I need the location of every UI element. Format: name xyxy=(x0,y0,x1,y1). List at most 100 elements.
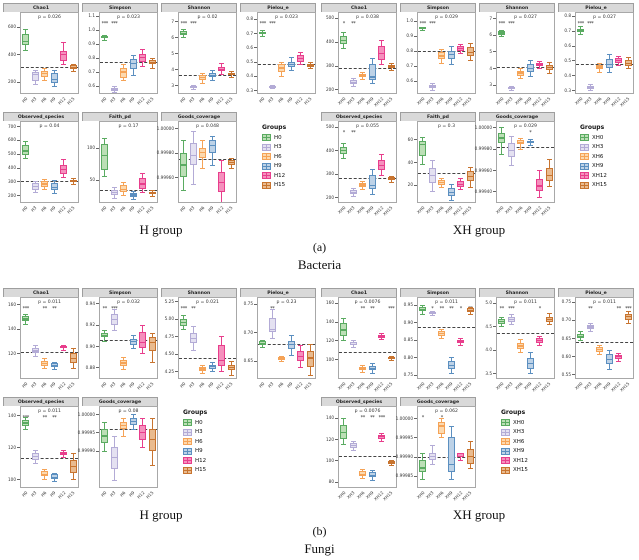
y-tick-mark xyxy=(335,481,338,483)
whisker-cap xyxy=(518,138,524,139)
median-line xyxy=(120,71,128,73)
y-tick-label: 5 xyxy=(489,48,492,54)
whisker-cap xyxy=(341,417,347,419)
plot-area: p = 0.055 * ** xyxy=(338,121,397,203)
whisker-cap xyxy=(606,368,612,370)
key-median xyxy=(502,441,509,442)
whisker-cap xyxy=(578,26,584,28)
p-value-label: p = 0.011 xyxy=(38,299,61,305)
boxplot-key-icon xyxy=(501,466,510,474)
whisker-cap xyxy=(307,68,313,69)
median-line xyxy=(457,455,465,458)
panel-chao1: Chao1 200 300 400 500 p = 0.038 * ** XH0 XH3 XH6 XH… xyxy=(321,3,397,109)
whisker-cap xyxy=(379,441,385,443)
whisker-cap xyxy=(439,178,445,179)
whisker-cap xyxy=(616,55,622,57)
legend-entry-h9: H9 xyxy=(262,162,286,170)
y-tick-mark xyxy=(96,71,99,73)
whisker-cap xyxy=(23,28,29,30)
median-line xyxy=(526,68,534,70)
legend-entry-xh12: XH12 xyxy=(580,172,607,179)
y-tick-mark xyxy=(335,197,338,199)
y-tick-mark xyxy=(96,450,99,452)
y-tick-label: 300 xyxy=(326,63,334,69)
panel-row-2: Observed_species 200 300 400 500 p = 0.055 * **… xyxy=(321,112,637,218)
p-value-label: p = 0.3 xyxy=(438,123,455,129)
significance-marker: *** xyxy=(498,21,506,27)
y-tick-mark xyxy=(17,126,20,128)
y-tick-mark xyxy=(493,349,496,351)
key-median xyxy=(502,431,509,433)
boxplot-key-icon xyxy=(183,438,192,445)
whisker-cap xyxy=(546,323,552,325)
median-line xyxy=(507,87,515,89)
panel-observed-species: Observed_species 80 100 120 140 p = 0.0076 ** *… xyxy=(321,397,397,503)
whisker-cap xyxy=(341,317,347,319)
panel-shannon: Shannon 3 4 5 6 7 p = 0.027 *** *** XH0 XH3 XH6 XH9 X… xyxy=(479,3,555,109)
significance-marker: *** xyxy=(269,21,276,27)
boxplot-key-icon xyxy=(580,134,589,141)
y-axis: 0.88 0.90 0.92 0.94 xyxy=(82,297,99,379)
box-xh9 xyxy=(368,64,376,80)
whisker-cap xyxy=(420,479,426,481)
whisker-cap xyxy=(537,345,543,347)
legend-entry-xh0: XH0 xyxy=(501,419,528,426)
panel-chao1: Chao1 100 120 140 160 p = 0.0076 ** ** *** XH0 XH3… xyxy=(321,288,397,394)
box-xh9 xyxy=(605,58,613,68)
panel-title: Observed_species xyxy=(321,112,397,121)
panel-title: Simpson xyxy=(400,288,476,297)
y-tick-mark xyxy=(175,128,178,130)
whisker-cap xyxy=(537,61,543,63)
legend-label: H6 xyxy=(195,438,203,445)
panel-goods-coverage: Goods_coverage 0.99990 0.99995 1.00000 p = 0… xyxy=(78,397,158,503)
panel-title: Goods_coverage xyxy=(161,112,237,121)
p-value-label: p = 0.011 xyxy=(514,299,537,305)
p-value-label: p = 0.011 xyxy=(38,408,61,414)
mean-dashed-line xyxy=(21,458,78,460)
whisker-cap xyxy=(388,69,394,71)
median-line xyxy=(287,63,295,66)
y-tick-mark xyxy=(572,45,575,47)
whisker-cap xyxy=(508,314,514,316)
box-xh9 xyxy=(368,174,376,190)
y-tick-label: 0.5 xyxy=(564,57,571,63)
y-tick-label: 0.6 xyxy=(406,78,413,84)
median-line xyxy=(419,144,427,146)
whisker-cap xyxy=(23,416,29,418)
y-tick-mark xyxy=(96,179,99,181)
whisker-cap xyxy=(508,323,514,325)
whisker-cap xyxy=(130,348,136,350)
median-line xyxy=(387,461,395,464)
panel-body: 200 400 600 p = 0.026 xyxy=(3,12,79,94)
significance-marker: ** xyxy=(42,306,48,312)
y-tick-mark xyxy=(17,304,20,306)
median-line xyxy=(428,85,436,87)
x-axis-labels: XH0 XH3 XH6 XH9 XH12 XH15 xyxy=(416,94,474,109)
y-tick-mark xyxy=(335,321,338,323)
y-tick-label: 0.9 xyxy=(88,41,95,47)
significance-marker: ** xyxy=(449,306,454,312)
boxplot-key-icon xyxy=(262,172,271,179)
median-line xyxy=(498,320,506,323)
significance-marker: ** xyxy=(42,415,48,421)
median-line xyxy=(605,63,613,65)
whisker-cap xyxy=(140,192,146,194)
y-tick-mark xyxy=(572,90,575,92)
whisker-cap xyxy=(149,190,155,192)
y-tick-mark xyxy=(96,346,99,347)
median-line xyxy=(517,141,525,143)
y-tick-label: 5 xyxy=(171,50,174,56)
median-line xyxy=(349,343,357,345)
median-line xyxy=(297,58,305,60)
box-h3 xyxy=(268,318,276,333)
median-line xyxy=(69,357,77,359)
y-tick-label: 200 xyxy=(326,194,334,200)
whisker-cap xyxy=(360,364,366,366)
median-line xyxy=(368,76,376,78)
y-tick-mark xyxy=(335,460,338,462)
key-median xyxy=(502,422,509,423)
y-axis: 0.99985 0.99990 0.99995 1.00000 xyxy=(396,406,417,488)
whisker-cap xyxy=(149,417,155,419)
box-h9 xyxy=(50,363,58,367)
